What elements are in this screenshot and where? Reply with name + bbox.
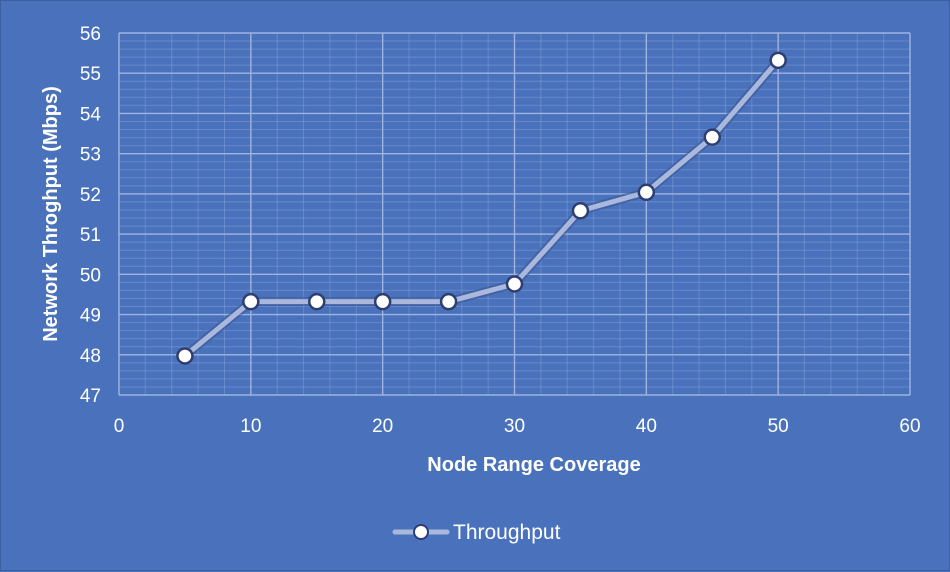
data-point bbox=[176, 347, 194, 365]
y-tick-label: 51 bbox=[80, 225, 101, 246]
y-axis-title: Network Throghput (Mbps) bbox=[40, 86, 62, 342]
x-tick-label: 0 bbox=[114, 416, 125, 437]
data-point bbox=[439, 292, 458, 311]
x-tick-label: 50 bbox=[768, 416, 789, 437]
x-tick-label: 40 bbox=[636, 416, 657, 437]
x-tick-label: 60 bbox=[899, 416, 920, 437]
data-point bbox=[308, 292, 326, 311]
y-tick-label: 49 bbox=[80, 306, 101, 327]
y-tick-label: 56 bbox=[80, 24, 101, 45]
y-tick-label: 48 bbox=[80, 346, 101, 367]
series-points bbox=[176, 51, 787, 365]
data-point bbox=[637, 183, 656, 202]
x-tick-label: 10 bbox=[240, 416, 261, 437]
legend-marker-swatch bbox=[413, 524, 429, 540]
data-point bbox=[505, 275, 524, 293]
data-point bbox=[242, 292, 260, 311]
y-tick-label: 53 bbox=[80, 145, 101, 166]
data-point bbox=[769, 51, 787, 70]
y-tick-label: 54 bbox=[80, 104, 102, 125]
series-lines bbox=[182, 57, 782, 360]
major-gridlines bbox=[118, 32, 911, 396]
legend-label: Throughput bbox=[453, 521, 561, 544]
data-point bbox=[373, 292, 392, 311]
series-line-shadow bbox=[182, 57, 782, 360]
x-axis-title: Node Range Coverage bbox=[427, 454, 640, 476]
y-tick-label: 47 bbox=[80, 386, 101, 407]
y-tick-label: 55 bbox=[80, 64, 101, 85]
data-point bbox=[571, 202, 590, 220]
data-point bbox=[703, 128, 721, 146]
series-line bbox=[183, 58, 781, 358]
y-tick-label: 52 bbox=[80, 185, 101, 206]
legend: Throughput bbox=[392, 521, 561, 544]
y-tick-label: 50 bbox=[80, 265, 101, 286]
x-axis-tick-labels: 0 10 20 30 40 50 60 bbox=[114, 416, 921, 437]
x-tick-label: 20 bbox=[372, 416, 393, 437]
x-tick-label: 30 bbox=[504, 416, 525, 437]
y-axis-tick-labels: 47 48 49 50 51 52 53 54 55 56 bbox=[80, 24, 102, 407]
